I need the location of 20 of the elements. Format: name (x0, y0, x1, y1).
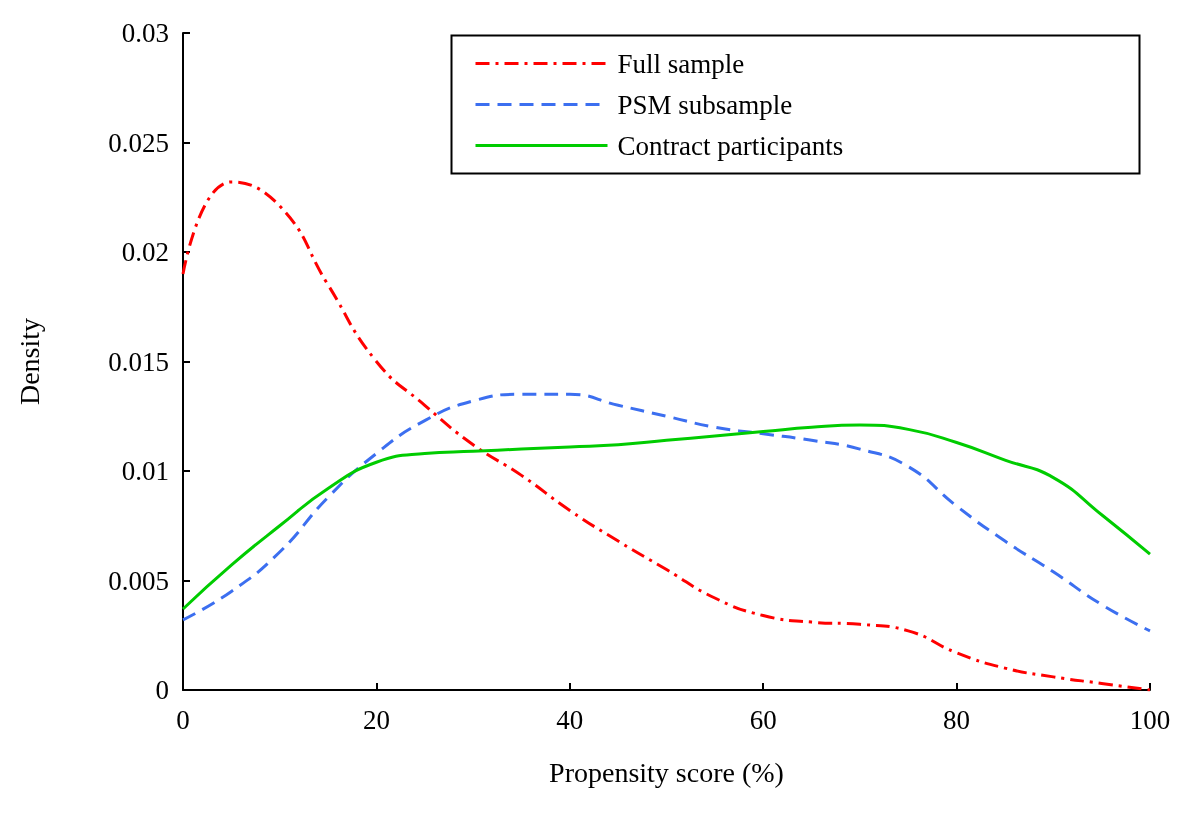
y-tick-label: 0.025 (108, 127, 169, 158)
y-tick-label: 0.02 (121, 237, 169, 267)
y-tick-label: 0.03 (121, 18, 169, 48)
x-axis-title: Propensity score (%) (549, 756, 784, 788)
legend-label: Full sample (617, 48, 745, 79)
x-tick-label: 20 (362, 704, 390, 735)
y-tick-label: 0 (155, 675, 169, 705)
x-tick-label: 40 (556, 704, 584, 735)
legend-label: PSM subsample (617, 89, 793, 120)
y-axis-title: Density (13, 317, 45, 406)
x-tick-label: 0 (176, 704, 190, 735)
x-tick-label: 60 (749, 704, 777, 735)
x-tick-label: 100 (1129, 704, 1171, 735)
legend-label: Contract participants (617, 130, 844, 161)
y-tick-label: 0.01 (121, 456, 169, 486)
x-tick-label: 80 (943, 704, 971, 735)
y-tick-label: 0.015 (108, 346, 169, 377)
line-series (181, 392, 1152, 633)
y-tick-label: 0.005 (108, 565, 169, 596)
line-series (181, 423, 1152, 611)
